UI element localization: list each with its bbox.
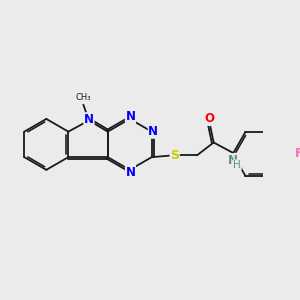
Text: O: O (205, 112, 215, 125)
Text: N: N (84, 113, 94, 126)
Text: F: F (295, 148, 300, 160)
Text: H: H (233, 160, 241, 170)
Text: N: N (228, 154, 238, 167)
Text: N: N (125, 110, 136, 123)
Text: N: N (125, 166, 136, 178)
Text: S: S (170, 149, 179, 162)
Text: N: N (148, 125, 158, 138)
Text: CH₃: CH₃ (76, 94, 91, 103)
